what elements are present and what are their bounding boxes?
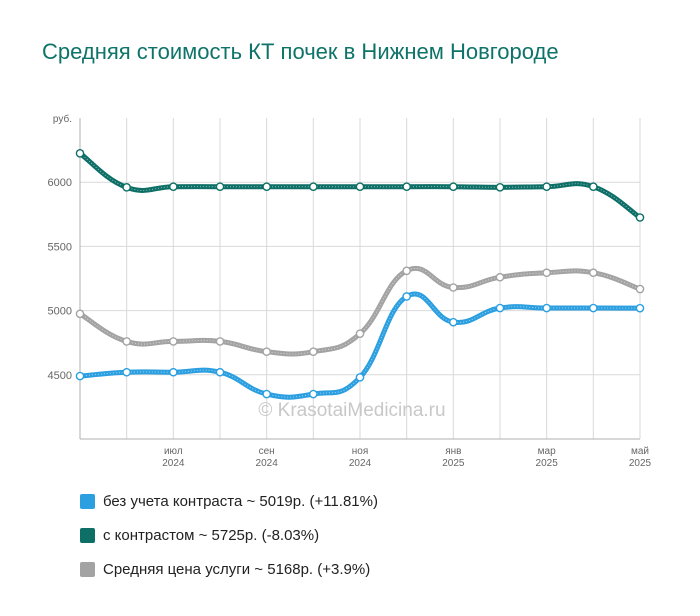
data-point xyxy=(635,284,645,294)
data-point xyxy=(75,149,85,158)
y-tick-label: 5000 xyxy=(48,306,72,318)
data-point xyxy=(355,329,365,339)
data-point xyxy=(262,389,271,399)
data-point xyxy=(309,182,318,191)
x-tick-label-year: 2025 xyxy=(536,458,559,469)
x-tick-label-year: 2024 xyxy=(256,458,279,469)
legend-item-with-contrast[interactable]: с контрастом ~ 5725р. (-8.03%) xyxy=(80,518,378,552)
x-tick-label-month: янв xyxy=(445,446,461,457)
legend-swatch xyxy=(80,493,95,509)
legend-item-average-price[interactable]: Средняя цена услуги ~ 5168р. (+3.9%) xyxy=(80,552,378,586)
data-point xyxy=(402,292,411,301)
data-point xyxy=(589,182,598,191)
legend-swatch xyxy=(80,561,95,577)
x-tick-label-month: мар xyxy=(538,446,556,457)
legend: без учета контраста ~ 5019р. (+11.81%) с… xyxy=(80,484,378,586)
x-tick-label-month: июл xyxy=(164,446,183,457)
data-point xyxy=(122,367,131,377)
legend-swatch xyxy=(80,527,95,543)
data-point xyxy=(122,337,131,346)
x-tick-label-year: 2024 xyxy=(349,458,372,469)
data-point xyxy=(449,182,458,191)
data-point xyxy=(355,182,365,191)
data-point xyxy=(309,389,318,399)
data-point xyxy=(402,182,411,191)
y-tick-label: 6000 xyxy=(48,177,72,189)
data-point xyxy=(122,183,131,192)
legend-label: Средняя цена услуги ~ 5168р. (+3.9%) xyxy=(103,560,371,578)
x-tick-label-year: 2024 xyxy=(162,458,185,469)
data-point xyxy=(542,303,551,313)
data-point xyxy=(169,182,178,191)
data-point xyxy=(169,337,178,346)
legend-label: без учета контраста ~ 5019р. (+11.81%) xyxy=(103,492,378,510)
data-point xyxy=(449,283,458,292)
data-point xyxy=(589,303,598,313)
watermark-text: © KrasotaiMedicina.ru xyxy=(258,400,445,421)
legend-item-no-contrast[interactable]: без учета контраста ~ 5019р. (+11.81%) xyxy=(80,484,378,518)
data-point xyxy=(542,268,551,278)
data-point xyxy=(635,213,645,222)
data-point xyxy=(542,182,551,191)
data-point xyxy=(215,367,225,377)
x-tick-label-year: 2025 xyxy=(629,458,652,469)
data-point xyxy=(169,367,178,377)
data-point xyxy=(355,373,365,382)
data-point xyxy=(75,371,85,381)
data-points xyxy=(75,149,645,399)
data-point xyxy=(75,309,85,319)
chart-title: Средняя стоимость КТ почек в Нижнем Новг… xyxy=(42,39,559,64)
data-point xyxy=(495,303,505,313)
y-tick-label: 5500 xyxy=(48,241,72,253)
data-point xyxy=(449,317,458,327)
data-point xyxy=(495,272,505,282)
y-tick-label: 4500 xyxy=(48,370,72,382)
data-point xyxy=(635,303,645,313)
data-point xyxy=(495,183,505,192)
data-point xyxy=(215,182,225,191)
data-point xyxy=(589,268,598,278)
x-tick-label-month: ноя xyxy=(352,446,369,457)
legend-label: с контрастом ~ 5725р. (-8.03%) xyxy=(103,526,320,544)
data-point xyxy=(309,347,318,356)
y-unit-label: руб. xyxy=(53,113,72,125)
grid-lines xyxy=(79,118,641,439)
data-point xyxy=(215,337,225,346)
axes: руб.4500500055006000июл2024сен2024ноя202… xyxy=(48,113,652,469)
x-tick-label-year: 2025 xyxy=(442,458,465,469)
data-point xyxy=(262,347,271,356)
data-point xyxy=(262,182,271,191)
x-tick-label-month: сен xyxy=(259,446,275,457)
x-tick-label-month: май xyxy=(631,446,649,457)
data-point xyxy=(402,266,411,276)
